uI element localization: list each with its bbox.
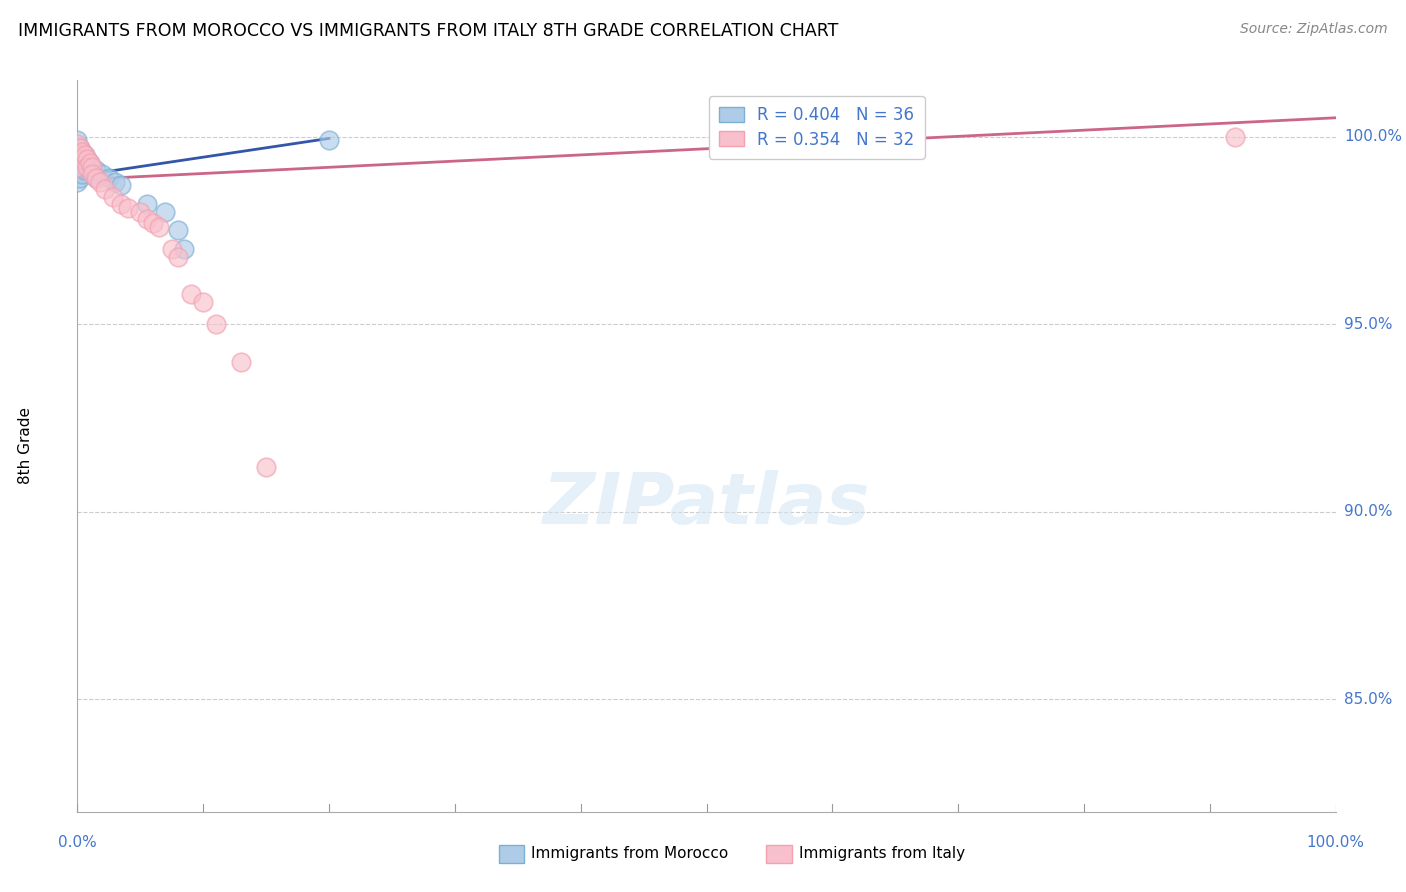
Point <box>160 242 183 256</box>
Text: 8th Grade: 8th Grade <box>18 408 32 484</box>
Point <box>84 170 107 185</box>
Text: 95.0%: 95.0% <box>1344 317 1392 332</box>
Point <box>76 152 98 166</box>
Text: 100.0%: 100.0% <box>1344 129 1402 144</box>
Point <box>69 141 91 155</box>
Text: Source: ZipAtlas.com: Source: ZipAtlas.com <box>1240 22 1388 37</box>
Point <box>66 160 89 174</box>
Text: 0.0%: 0.0% <box>58 836 97 850</box>
Point <box>254 459 277 474</box>
Point <box>66 141 89 155</box>
Point <box>66 160 89 174</box>
Point <box>69 141 91 155</box>
Text: IMMIGRANTS FROM MOROCCO VS IMMIGRANTS FROM ITALY 8TH GRADE CORRELATION CHART: IMMIGRANTS FROM MOROCCO VS IMMIGRANTS FR… <box>18 22 838 40</box>
Point <box>129 204 152 219</box>
Point <box>66 133 89 147</box>
Point <box>135 197 157 211</box>
Point <box>66 145 89 159</box>
Point <box>72 167 94 181</box>
Point <box>110 197 132 211</box>
Point <box>117 201 139 215</box>
Point <box>229 354 252 368</box>
Point <box>318 133 340 147</box>
Point <box>104 175 127 189</box>
Point <box>69 148 91 162</box>
Point <box>76 152 98 166</box>
Point <box>79 156 101 170</box>
Point <box>110 178 132 193</box>
Point <box>180 287 202 301</box>
Point <box>82 160 104 174</box>
Point <box>204 317 226 331</box>
Point <box>142 216 165 230</box>
Text: ZIPatlas: ZIPatlas <box>543 470 870 539</box>
Point <box>84 170 107 185</box>
Point <box>148 219 170 234</box>
Text: 90.0%: 90.0% <box>1344 504 1392 519</box>
Point <box>66 175 89 189</box>
Point <box>66 167 89 181</box>
Point <box>76 160 98 174</box>
Point <box>66 152 89 166</box>
Text: Immigrants from Morocco: Immigrants from Morocco <box>531 847 728 861</box>
Point <box>82 160 104 174</box>
Text: Immigrants from Italy: Immigrants from Italy <box>799 847 965 861</box>
Point <box>94 182 117 196</box>
Point <box>167 250 190 264</box>
Point <box>101 189 124 203</box>
Point <box>1223 129 1246 144</box>
Point <box>73 148 96 162</box>
Point <box>66 136 89 151</box>
Point <box>66 145 89 159</box>
Point <box>91 167 114 181</box>
Point <box>155 204 177 219</box>
Point <box>72 145 94 159</box>
Point <box>173 242 195 256</box>
Point <box>79 156 101 170</box>
Point <box>72 152 94 166</box>
Point <box>69 163 91 178</box>
Point <box>73 163 96 178</box>
Point <box>72 160 94 174</box>
Point <box>84 163 107 178</box>
Point <box>66 148 89 162</box>
Point <box>89 175 111 189</box>
Text: 85.0%: 85.0% <box>1344 691 1392 706</box>
Point <box>73 156 96 170</box>
Point <box>167 223 190 237</box>
Point <box>135 212 157 227</box>
Point <box>191 294 215 309</box>
Point <box>72 152 94 166</box>
Point <box>69 170 91 185</box>
Point <box>73 148 96 162</box>
Point <box>97 170 120 185</box>
Point <box>82 167 104 181</box>
Point <box>66 152 89 166</box>
Point <box>76 160 98 174</box>
Point <box>72 145 94 159</box>
Point <box>79 163 101 178</box>
Text: 100.0%: 100.0% <box>1306 836 1365 850</box>
Point <box>69 156 91 170</box>
Point <box>69 148 91 162</box>
Legend: R = 0.404   N = 36, R = 0.354   N = 32: R = 0.404 N = 36, R = 0.354 N = 32 <box>709 96 925 159</box>
